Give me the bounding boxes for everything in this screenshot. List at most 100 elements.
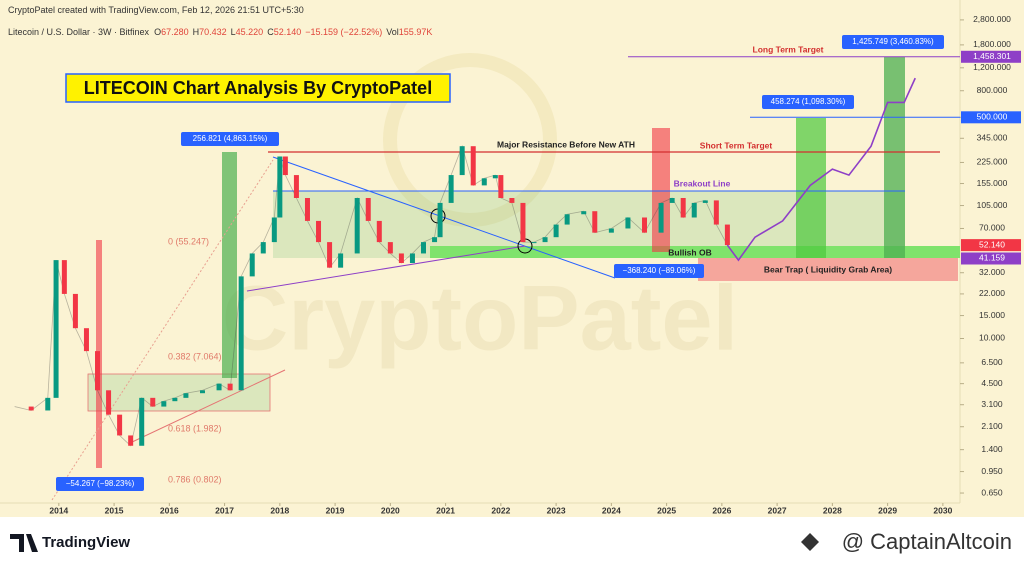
quote-value: 67.280 (161, 27, 189, 37)
measure-label: 458.274 (1,098.30%) (771, 97, 846, 106)
y-tick-label: 3.100 (981, 399, 1003, 409)
x-tick-label: 2017 (215, 505, 234, 515)
y-tick-label: 70.000 (979, 223, 1005, 233)
measure-bar (222, 152, 237, 378)
x-tick-label: 2028 (823, 505, 842, 515)
candle (139, 397, 145, 446)
x-tick-label: 2025 (657, 505, 676, 515)
candle (387, 242, 393, 254)
footer-credit: @ CaptainAltcoin (842, 529, 1012, 554)
quote-value: −15.159 (−22.52%) (305, 27, 383, 37)
title-box (65, 73, 451, 103)
candle (520, 202, 526, 243)
measure-bar (796, 118, 826, 258)
footer-brand: TradingView (42, 534, 130, 551)
price-tag-label: 41.159 (979, 253, 1005, 263)
y-tick-label: 15.000 (979, 310, 1005, 320)
y-tick-label: 155.000 (977, 178, 1008, 188)
measure-label: −368.240 (−89.06%) (623, 266, 696, 275)
candle (481, 178, 487, 186)
candle (642, 217, 648, 233)
y-tick-label: 2,800.000 (973, 14, 1011, 24)
measure-tag (56, 477, 144, 491)
candle (592, 211, 598, 233)
symbol: Litecoin / U.S. Dollar · 3W · Bitfinex (8, 27, 150, 37)
candle (227, 383, 233, 391)
x-tick-label: 2023 (547, 505, 566, 515)
quote-value: 45.220 (235, 27, 264, 37)
footer-bar (0, 517, 1024, 564)
candle (117, 414, 123, 436)
x-tick-label: 2030 (933, 505, 952, 515)
annotation: Long Term Target (753, 44, 824, 54)
measure-tag (614, 264, 704, 278)
y-tick-label: 345.000 (977, 133, 1008, 143)
fib-line (51, 159, 274, 501)
quote-value: 52.140 (273, 27, 302, 37)
x-tick-label: 2027 (768, 505, 787, 515)
bullish-ob-zone (430, 246, 960, 258)
x-tick-label: 2021 (436, 505, 455, 515)
footer-logo (801, 533, 819, 551)
y-tick-label: 22.000 (979, 288, 1005, 298)
x-tick-label: 2019 (326, 505, 345, 515)
annotation: Bear Trap ( Liquidity Grab Area) (764, 264, 892, 274)
candle (95, 351, 101, 391)
x-tick-label: 2022 (491, 505, 510, 515)
y-tick-label: 4.500 (981, 378, 1003, 388)
price-tag (961, 239, 1021, 252)
candle (249, 253, 255, 277)
candle (172, 397, 178, 402)
candle (625, 217, 631, 229)
candle (398, 253, 404, 264)
measure-tag (762, 95, 854, 109)
projection-line (726, 77, 916, 262)
annotation: Bullish OB (668, 247, 711, 257)
candle (470, 146, 476, 186)
x-tick-label: 2029 (878, 505, 897, 515)
candle (304, 197, 310, 221)
candle (432, 237, 438, 243)
y-tick-label: 2.100 (981, 421, 1003, 431)
measure-label: −54.267 (−98.23%) (66, 479, 135, 488)
trendline (129, 369, 286, 444)
y-tick-label: 6.500 (981, 357, 1003, 367)
candle (293, 175, 299, 198)
x-tick-label: 2015 (105, 505, 124, 515)
candle (45, 397, 51, 411)
fib-label: 0.786 (0.802) (168, 474, 222, 484)
measure-tag (842, 35, 944, 49)
candle (150, 397, 156, 407)
y-tick-label: 10.000 (979, 333, 1005, 343)
credit-line: CryptoPatel created with TradingView.com… (8, 5, 304, 15)
candle (459, 146, 465, 176)
candle (216, 383, 222, 391)
candle (338, 253, 344, 268)
candle (282, 156, 288, 176)
quote-key: O (154, 27, 162, 37)
y-tick-label: 800.000 (977, 85, 1008, 95)
candle (316, 220, 322, 243)
candle (724, 224, 730, 246)
candle (509, 197, 515, 203)
y-tick-label: 1.400 (981, 444, 1003, 454)
annotation: Short Term Target (700, 140, 773, 150)
y-tick-label: 0.650 (981, 487, 1003, 497)
candle (365, 197, 371, 221)
candle (691, 202, 697, 218)
quote-value: 70.432 (199, 27, 227, 37)
candle (238, 276, 244, 391)
candle (376, 220, 382, 243)
candle (420, 242, 426, 254)
measure-bar (652, 128, 670, 252)
annotation: Major Resistance Before New ATH (497, 139, 635, 149)
bear-trap-zone (698, 258, 958, 281)
candle (531, 242, 537, 244)
candle (581, 211, 587, 215)
y-tick-label: 105.000 (977, 200, 1008, 210)
candle (327, 242, 333, 268)
candle (161, 401, 167, 407)
price-line (14, 144, 728, 447)
